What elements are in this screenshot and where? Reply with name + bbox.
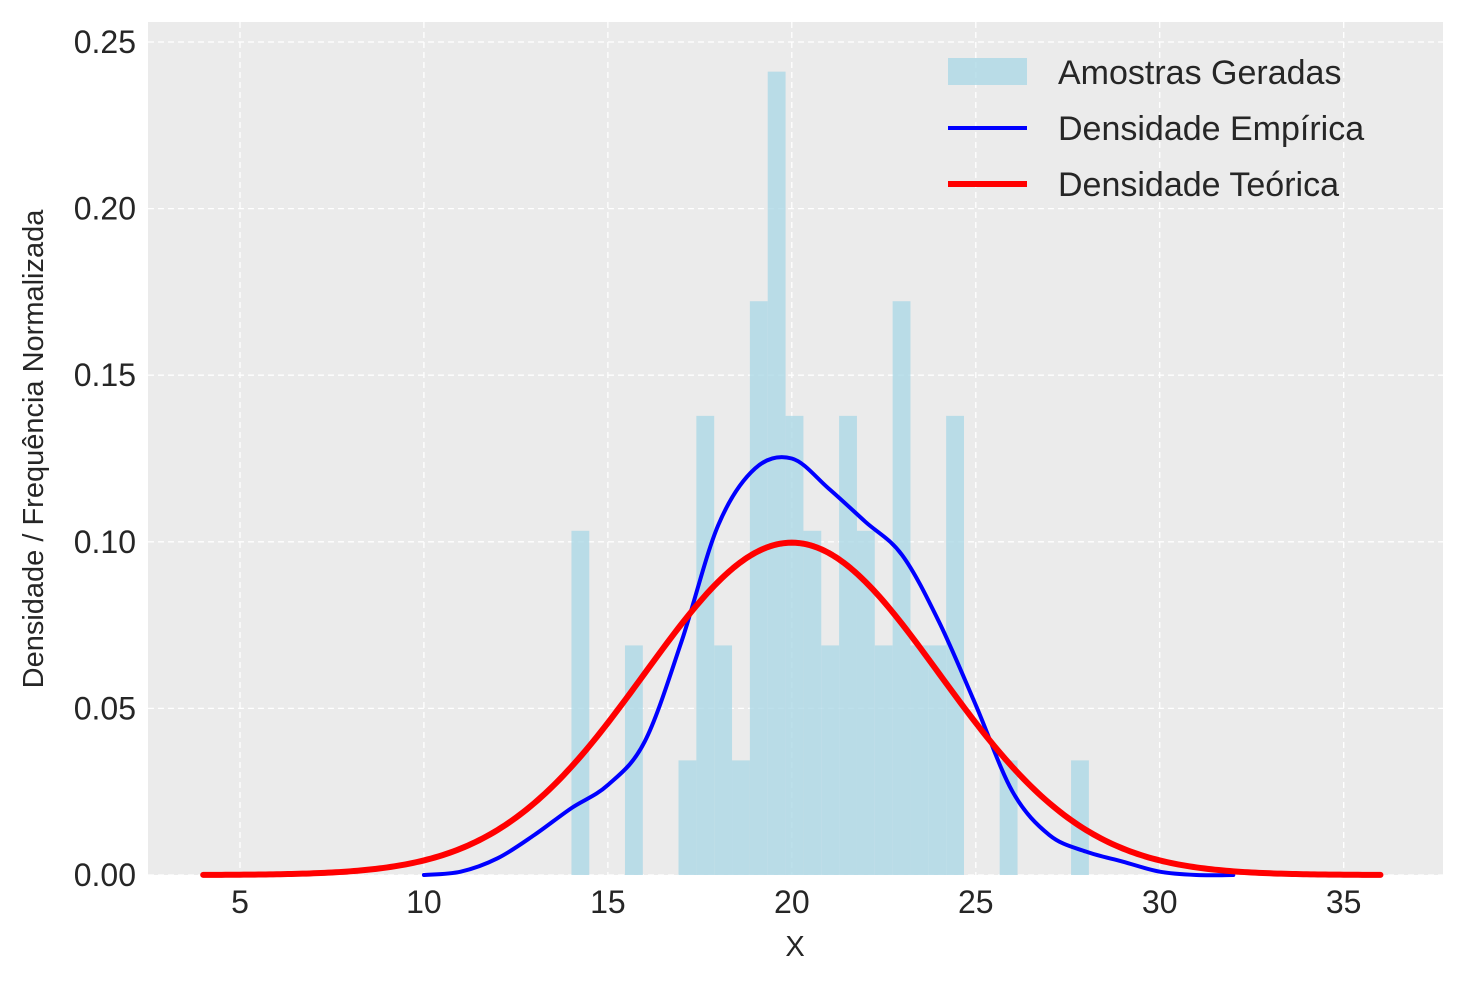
histogram-bar-16 — [856, 530, 875, 875]
histogram-bar-11 — [767, 71, 786, 875]
histogram-bar-17 — [874, 645, 893, 875]
histogram-bar-10 — [749, 301, 768, 875]
y-tick-label-0.10: 0.10 — [74, 524, 136, 560]
histogram-bar-14 — [821, 645, 840, 875]
legend-swatch-histogram — [948, 58, 1027, 85]
histogram-bar-19 — [910, 645, 929, 875]
legend-label-2: Densidade Empírica — [1058, 110, 1364, 148]
histogram-bar-12 — [785, 415, 804, 875]
empirical-density-line — [421, 455, 1236, 878]
histogram-bar-18 — [892, 301, 911, 875]
histogram-bar-8 — [714, 645, 733, 875]
histogram-bar-0 — [571, 530, 590, 875]
x-axis-label: X — [785, 931, 804, 963]
legend: Amostras Geradas Densidade Empírica Densid… — [948, 54, 1364, 204]
histogram-bar-13 — [803, 530, 822, 875]
histogram-bar-20 — [928, 645, 947, 875]
y-tick-label-0.20: 0.20 — [74, 191, 136, 227]
theoretical-density-line — [200, 539, 1384, 878]
x-tick-label-30: 30 — [1142, 884, 1178, 920]
density-lines — [200, 455, 1384, 878]
y-tick-labels: 0.00 0.05 0.10 0.15 0.20 0.25 — [74, 24, 136, 893]
x-tick-label-25: 25 — [958, 884, 994, 920]
histogram-bar-7 — [696, 415, 715, 875]
histogram-bar-24 — [999, 760, 1018, 875]
x-tick-label-10: 10 — [406, 884, 442, 920]
y-tick-label-0.00: 0.00 — [74, 857, 136, 893]
histogram-bar-9 — [732, 760, 750, 875]
histogram-bar-21 — [946, 415, 964, 875]
y-tick-label-0.25: 0.25 — [74, 24, 136, 60]
histogram-bar-15 — [839, 415, 857, 875]
legend-label-3: Densidade Teórica — [1058, 166, 1339, 204]
y-tick-label-0.15: 0.15 — [74, 357, 136, 393]
x-tick-labels: 5 10 15 20 25 30 35 — [231, 884, 1361, 920]
x-tick-label-20: 20 — [774, 884, 810, 920]
x-tick-label-5: 5 — [231, 884, 249, 920]
histogram-bars — [571, 71, 1089, 875]
y-axis-label: Densidade / Frequência Normalizada — [18, 209, 50, 689]
histogram-bar-28 — [1071, 760, 1089, 875]
x-tick-label-15: 15 — [590, 884, 626, 920]
histogram-bar-6 — [678, 760, 697, 875]
y-tick-label-0.05: 0.05 — [74, 690, 136, 726]
legend-label-1: Amostras Geradas — [1058, 54, 1341, 92]
x-tick-label-35: 35 — [1326, 884, 1362, 920]
